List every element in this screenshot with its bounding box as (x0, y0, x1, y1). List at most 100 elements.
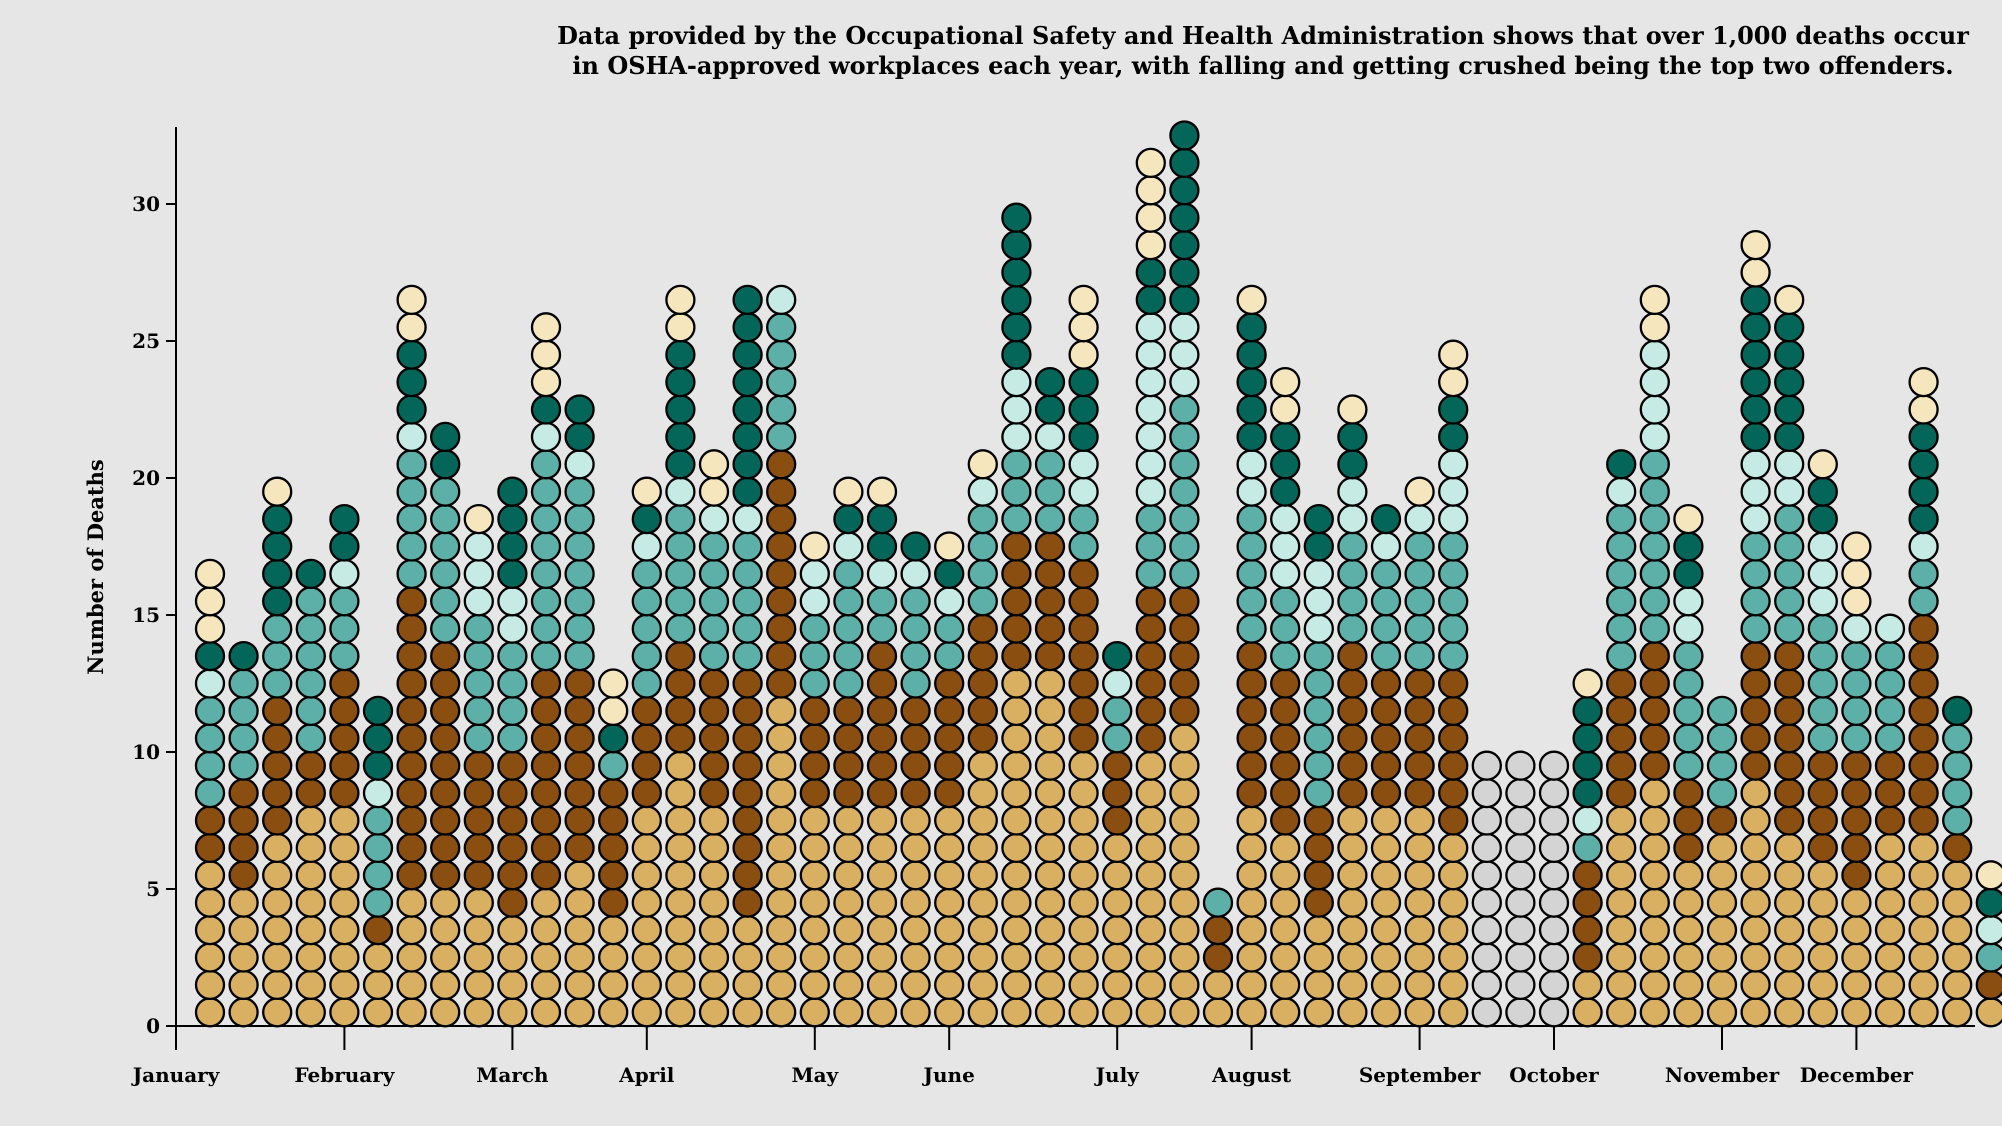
death-dot (1135, 805, 1166, 836)
death-dot (1404, 969, 1435, 1001)
death-dot (430, 887, 461, 918)
death-dot (1337, 914, 1368, 946)
death-dot (1404, 777, 1435, 809)
death-dot (1270, 476, 1301, 507)
death-dot (1606, 805, 1637, 836)
death-dot (1807, 668, 1838, 699)
death-dot (530, 750, 562, 781)
death-dot (1001, 613, 1032, 644)
death-dot (396, 586, 427, 617)
death-dot (1270, 914, 1301, 946)
death-dot (1841, 668, 1872, 699)
death-dot (631, 476, 662, 507)
death-dot (1774, 832, 1805, 864)
death-dot (329, 668, 360, 699)
death-dot (1505, 832, 1536, 864)
death-dot (1841, 613, 1872, 644)
death-dot (1337, 997, 1368, 1028)
death-dot (732, 558, 763, 590)
death-dot (1001, 449, 1032, 480)
death-dot (1202, 942, 1234, 973)
death-dot (1270, 640, 1301, 672)
death-dot (430, 750, 461, 781)
death-dot (1370, 777, 1402, 809)
death-dot (329, 942, 360, 973)
death-dot (1538, 832, 1570, 864)
death-dot (732, 312, 763, 343)
death-dot (1706, 832, 1738, 864)
x-tick-label-month: August (1211, 1063, 1292, 1087)
death-dot (1740, 969, 1771, 1001)
death-dot (1001, 887, 1032, 918)
death-dot (1001, 229, 1032, 261)
death-dot (295, 805, 326, 836)
death-dot (1438, 942, 1469, 973)
death-dot (1370, 942, 1402, 973)
death-dot (1236, 750, 1267, 781)
death-dot (1169, 558, 1200, 590)
death-dot (1740, 805, 1771, 836)
death-dot (262, 668, 293, 699)
death-dot (1505, 750, 1536, 781)
death-dot (698, 586, 730, 617)
death-dot (463, 531, 494, 562)
death-dot (1673, 558, 1704, 590)
death-dot (1740, 421, 1771, 453)
death-dot (1236, 284, 1267, 316)
death-dot (631, 969, 662, 1001)
death-dot (1337, 668, 1368, 699)
death-dot (1706, 750, 1738, 781)
death-dot (194, 832, 226, 864)
death-dot (766, 942, 797, 973)
death-dot (329, 558, 360, 590)
death-dot (1169, 613, 1200, 644)
death-dot (1673, 777, 1704, 809)
death-dot (1270, 668, 1301, 699)
death-dot (1673, 723, 1704, 754)
death-dot (497, 668, 528, 699)
death-dot (396, 503, 427, 535)
death-dot (430, 586, 461, 617)
death-dot (799, 613, 830, 644)
death-dot (833, 777, 864, 809)
death-dot (1774, 476, 1805, 507)
death-dot (799, 640, 830, 672)
death-dot (1538, 942, 1570, 973)
death-dot (1975, 860, 2002, 891)
death-dot (1740, 339, 1771, 370)
death-dot (799, 860, 830, 891)
death-dot (900, 613, 931, 644)
death-dot (766, 997, 797, 1028)
death-dot (564, 668, 595, 699)
death-dot (1572, 997, 1603, 1028)
y-axis-title: Number of Deaths (83, 459, 108, 674)
death-dot (1706, 723, 1738, 754)
death-dot (530, 832, 562, 864)
death-dot (1135, 202, 1166, 233)
death-dot (530, 531, 562, 562)
death-dot (1706, 942, 1738, 973)
death-dot (934, 531, 965, 562)
death-dot (530, 366, 562, 398)
death-dot (1169, 531, 1200, 562)
death-dot (564, 832, 595, 864)
death-dot (1606, 832, 1637, 864)
death-dot (732, 339, 763, 370)
death-dot (1236, 421, 1267, 453)
death-dot (396, 914, 427, 946)
death-dot (1807, 805, 1838, 836)
death-dot (1370, 860, 1402, 891)
death-dot (1774, 339, 1805, 370)
death-dot (1337, 777, 1368, 809)
death-dot (1034, 558, 1066, 590)
death-dot (1001, 503, 1032, 535)
death-dot (900, 942, 931, 973)
death-dot (1068, 860, 1099, 891)
death-dot (396, 339, 427, 370)
death-dot (1673, 640, 1704, 672)
death-dot (1538, 777, 1570, 809)
death-dot (1740, 312, 1771, 343)
death-dot (396, 969, 427, 1001)
death-dot (362, 914, 394, 946)
death-dot (1337, 860, 1368, 891)
